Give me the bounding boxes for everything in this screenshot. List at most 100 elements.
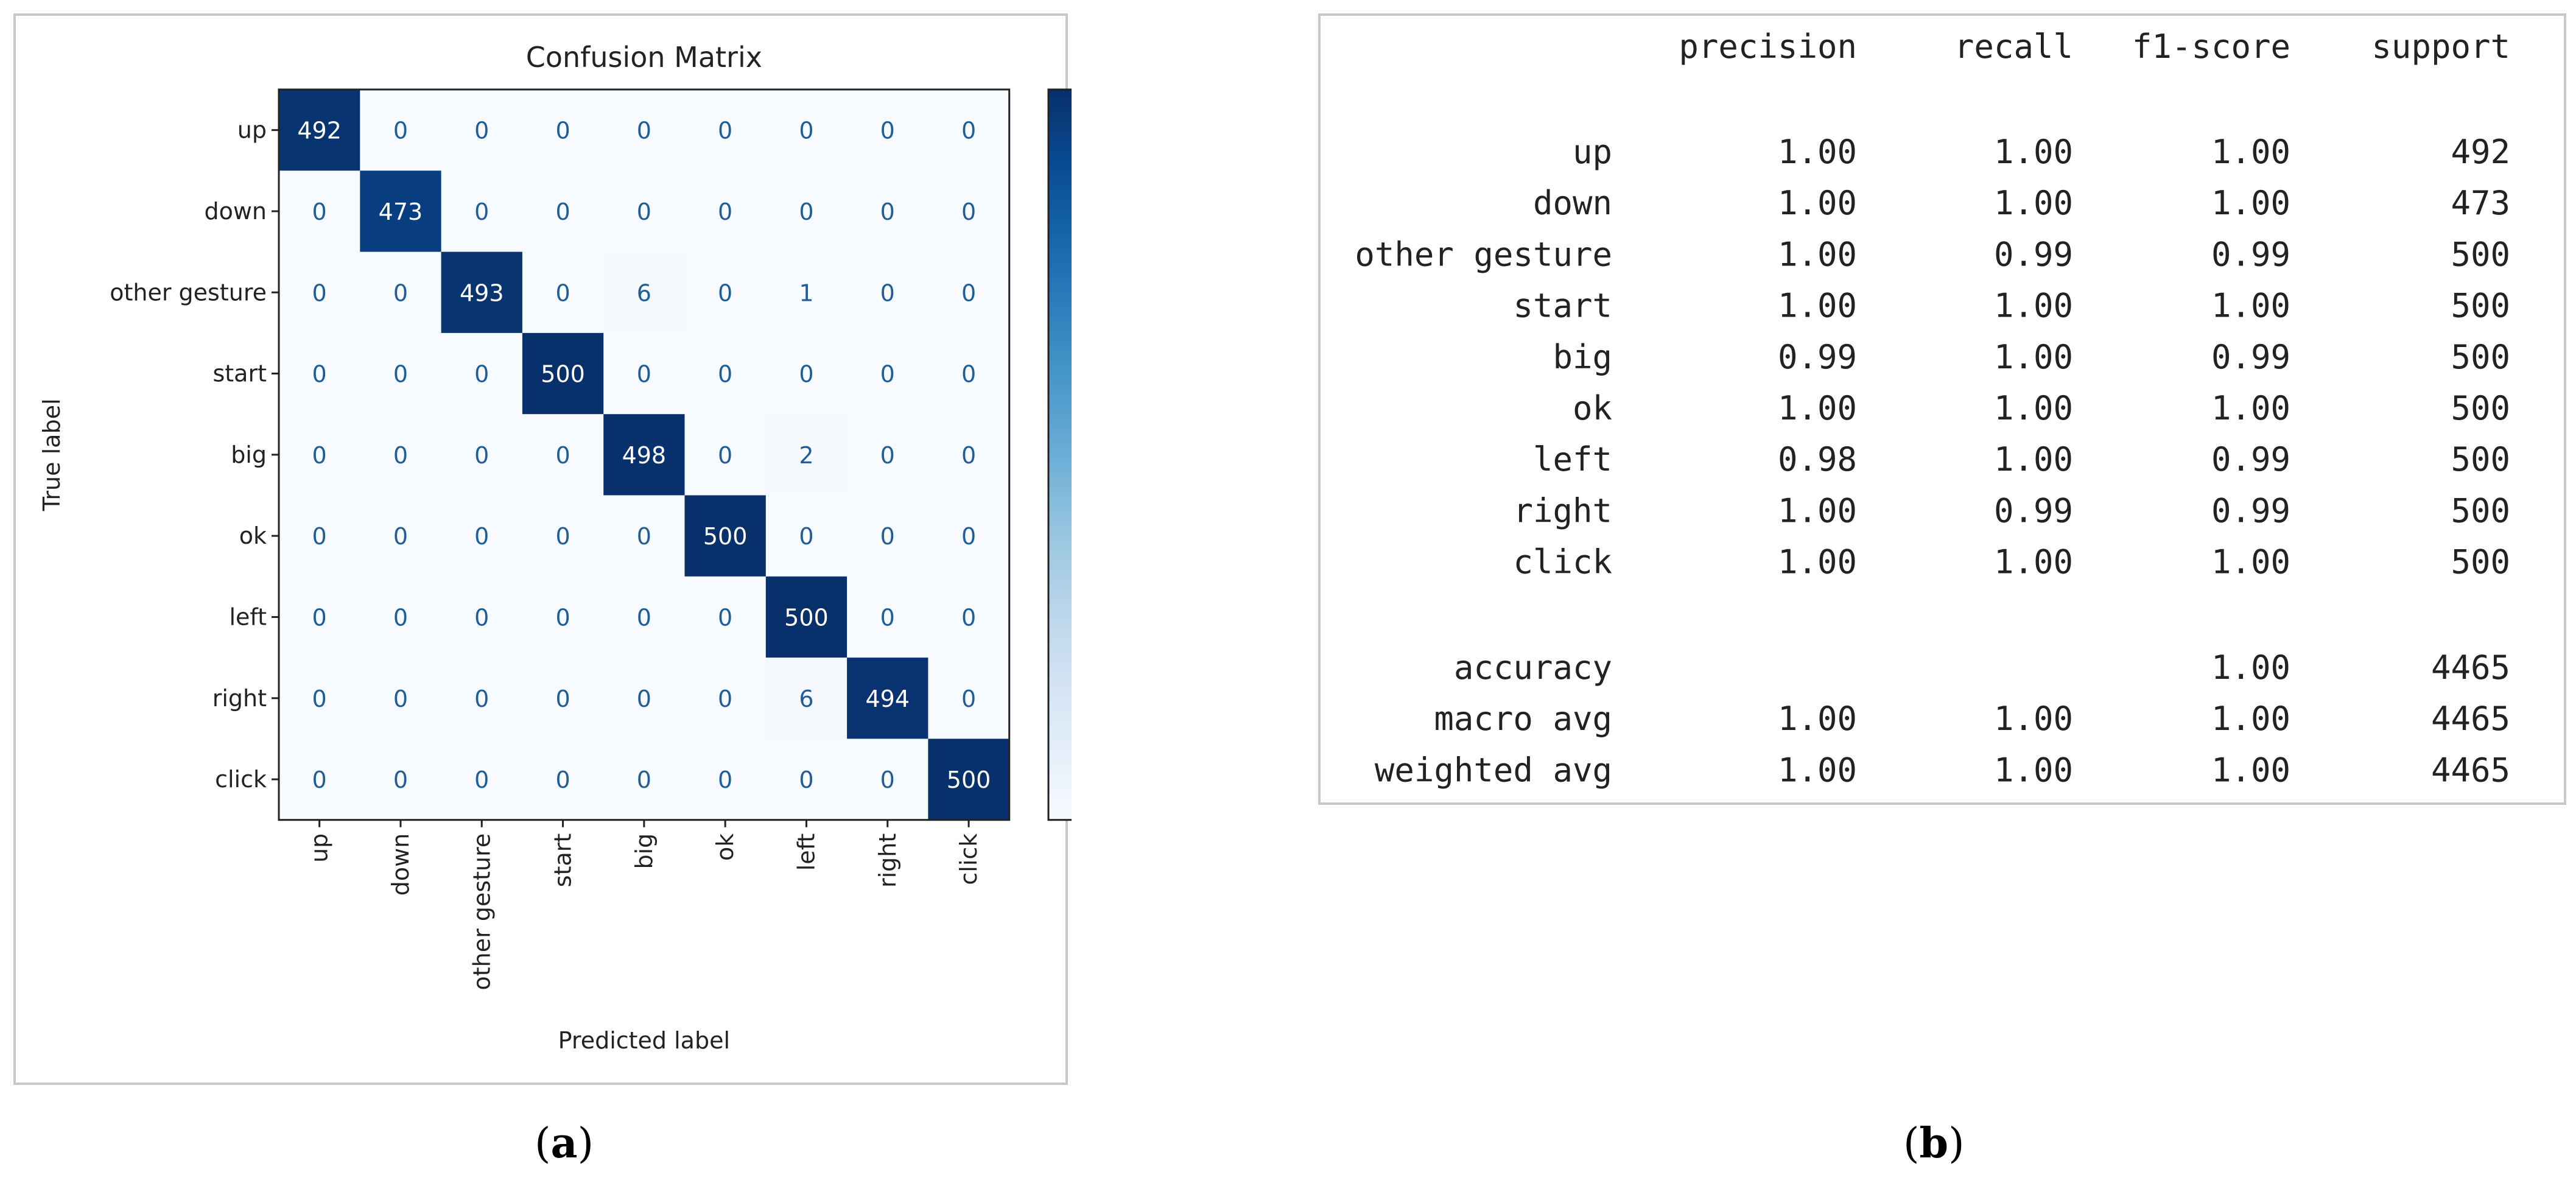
y-tick-label: ok (239, 522, 267, 549)
table-cell: 500 (2451, 287, 2510, 325)
cell-value-label: 0 (718, 198, 732, 225)
cell-value-label: 0 (961, 279, 976, 306)
matrix-cell (360, 89, 442, 171)
matrix-cell (603, 739, 685, 821)
table-body: up 1.00 1.00 1.00 492 down 1.00 1.00 1.00 473 othe… (1355, 133, 2510, 581)
cell-value-label: 0 (312, 686, 327, 712)
cell-value-label: 0 (961, 442, 976, 469)
table-cell: 1.00 (2211, 184, 2290, 222)
cell-value-label: 0 (474, 118, 489, 144)
cell-value-label: 0 (880, 604, 895, 631)
row-label: other gesture (1355, 235, 1612, 273)
table-cell: 0.99 (1994, 235, 2073, 273)
matrix-cell (765, 658, 848, 739)
row-label: left (1533, 440, 1612, 479)
matrix-cell (360, 658, 442, 739)
table-cell: 1.00 (1994, 184, 2073, 222)
table-cell: 1.00 (1778, 543, 1857, 581)
table-cell: 1.00 (1778, 184, 1857, 222)
summary-cell: 4465 (2431, 648, 2510, 687)
matrix-cell (441, 414, 523, 496)
matrix-cell (279, 739, 360, 821)
summary-cell: 1.00 (2211, 751, 2290, 789)
summary-label: weighted avg (1375, 751, 1612, 789)
cell-value-label: 0 (474, 361, 489, 388)
column-header: support (2371, 27, 2510, 66)
cell-value-label: 0 (880, 361, 895, 388)
matrix-cell (522, 251, 604, 334)
x-tick-label: ok (712, 833, 739, 861)
confusion-matrix-chart: Confusion Matrix 492 0 0 0 0 0 0 0 0 0 473 0 0 0 0 0 0 0 0 0… (38, 41, 1072, 1054)
matrix-cell (441, 170, 523, 253)
matrix-cell (279, 414, 360, 496)
matrix-cell (279, 495, 360, 577)
caption-b-letter: b (1919, 1119, 1949, 1168)
cell-value-label: 0 (961, 198, 976, 225)
cell-value-label: 0 (393, 279, 408, 306)
cell-value-label: 0 (474, 442, 489, 469)
cell-value-label: 0 (312, 604, 327, 631)
table-cell: 500 (2451, 235, 2510, 273)
matrix-cell (522, 170, 604, 253)
table-cell: 500 (2451, 543, 2510, 581)
matrix-cell (441, 739, 523, 821)
cell-value-label: 1 (799, 279, 813, 306)
cell-value-label: 0 (718, 361, 732, 388)
y-axis: up down other gesture start big ok left right cl… (38, 117, 279, 793)
matrix-cell (847, 332, 928, 415)
matrix-cell (928, 739, 1010, 821)
cell-value-label: 0 (718, 686, 732, 712)
matrix-cell (847, 414, 928, 496)
cell-value-label: 0 (718, 442, 732, 469)
matrix-cell (765, 251, 848, 334)
cell-value-label: 0 (961, 604, 976, 631)
matrix-cell (847, 658, 928, 739)
cell-value-label: 0 (393, 118, 408, 144)
cell-value-label: 0 (637, 361, 651, 388)
table-cell: 1.00 (1778, 389, 1857, 427)
table-cell: 1.00 (2211, 389, 2290, 427)
column-header: precision (1679, 27, 1857, 66)
table-cell: 500 (2451, 338, 2510, 376)
table-cell: 1.00 (1994, 389, 2073, 427)
matrix-cell (522, 495, 604, 577)
matrix-cell (441, 332, 523, 415)
table-cell: 1.00 (2211, 133, 2290, 171)
cell-value-label: 494 (865, 686, 910, 712)
table-header: precision recall f1-score support (1679, 27, 2510, 66)
summary-label: accuracy (1454, 648, 1612, 687)
summary-cell: 1.00 (2211, 700, 2290, 738)
matrix-cell (928, 414, 1010, 496)
matrix-cell (360, 170, 442, 253)
table-cell: 0.99 (1778, 338, 1857, 376)
table-cell: 1.00 (1994, 133, 2073, 171)
cell-value-label: 0 (393, 604, 408, 631)
matrix-cell (928, 251, 1010, 334)
cell-value-label: 0 (555, 198, 570, 225)
summary-cell: 1.00 (1994, 700, 2073, 738)
cell-value-label: 500 (784, 604, 829, 631)
classification-report-panel (1318, 13, 2566, 805)
y-tick-label: click (215, 766, 267, 793)
cell-value-label: 0 (880, 767, 895, 793)
matrix-cell (522, 332, 604, 415)
cell-value-label: 0 (474, 686, 489, 712)
table-cell: 473 (2451, 184, 2510, 222)
matrix-cell (603, 495, 685, 577)
table-cell: 1.00 (1778, 133, 1857, 171)
cell-value-label: 0 (799, 198, 813, 225)
cell-value-label: 0 (312, 523, 327, 550)
cell-value-label: 6 (799, 686, 813, 712)
matrix-cell (279, 251, 360, 334)
matrix-cell (279, 576, 360, 658)
row-label: right (1513, 491, 1612, 530)
cell-value-label: 0 (718, 118, 732, 144)
matrix-cell (765, 739, 848, 821)
cell-value-label: 0 (718, 279, 732, 306)
cell-value-label: 0 (637, 686, 651, 712)
cell-value-label: 0 (555, 686, 570, 712)
summary-cell: 4465 (2431, 700, 2510, 738)
x-tick-label: click (955, 833, 982, 885)
matrix-cell (928, 332, 1010, 415)
matrix-cell (522, 576, 604, 658)
